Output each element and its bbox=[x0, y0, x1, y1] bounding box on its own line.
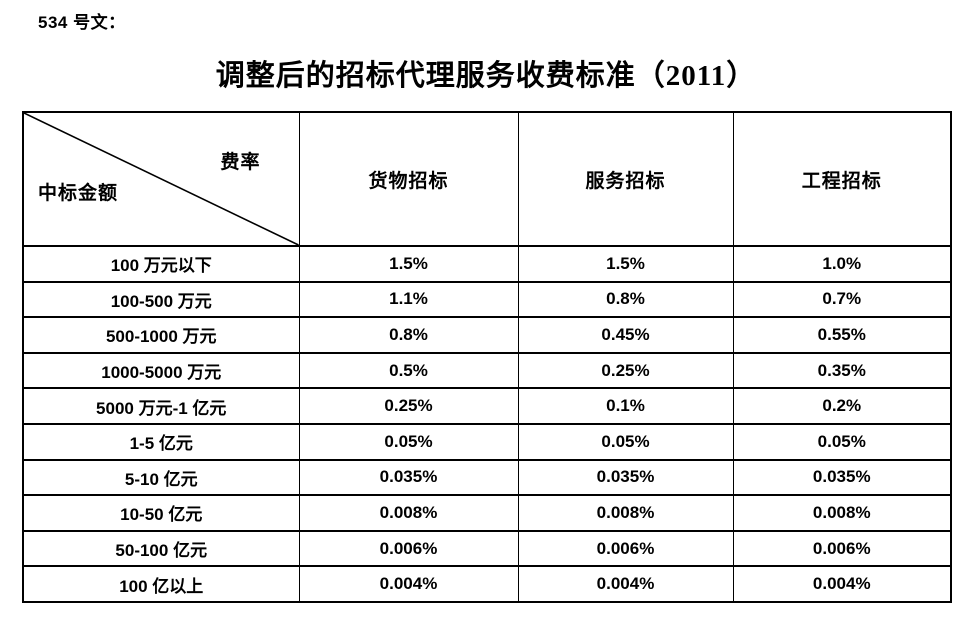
cell-value: 0.008% bbox=[517, 494, 734, 532]
cell-value: 0.008% bbox=[732, 494, 952, 532]
cell-value: 0.8% bbox=[517, 280, 734, 319]
row-label: 5000 万元-1 亿元 bbox=[22, 387, 300, 425]
page-title: 调整后的招标代理服务收费标准（2011） bbox=[215, 60, 757, 92]
cell-value: 1.1% bbox=[298, 280, 519, 319]
cell-value: 0.05% bbox=[298, 422, 519, 461]
column-header-engineering: 工程招标 bbox=[732, 111, 952, 247]
corner-label-bid-amount: 中标金额 bbox=[38, 183, 119, 204]
table-row: 100 亿以上 0.004% 0.004% 0.004% bbox=[22, 565, 952, 603]
cell-value: 0.035% bbox=[298, 458, 519, 497]
cell-value: 0.8% bbox=[298, 316, 519, 354]
row-label: 100-500 万元 bbox=[22, 280, 300, 319]
cell-value: 0.008% bbox=[298, 494, 519, 532]
row-label: 1000-5000 万元 bbox=[22, 351, 300, 390]
cell-value: 0.2% bbox=[732, 387, 952, 425]
row-label: 10-50 亿元 bbox=[22, 494, 300, 532]
table-row: 100 万元以下 1.5% 1.5% 1.0% bbox=[22, 245, 952, 283]
cell-value: 0.7% bbox=[732, 280, 952, 319]
table-row: 5-10 亿元 0.035% 0.035% 0.035% bbox=[22, 458, 952, 497]
table-row: 1-5 亿元 0.05% 0.05% 0.05% bbox=[22, 422, 952, 461]
diagonal-divider-line bbox=[24, 113, 299, 245]
cell-value: 0.004% bbox=[517, 565, 734, 603]
column-header-services: 服务招标 bbox=[517, 111, 734, 247]
row-label: 1-5 亿元 bbox=[22, 422, 300, 461]
table-row: 50-100 亿元 0.006% 0.006% 0.006% bbox=[22, 529, 952, 568]
row-label: 100 万元以下 bbox=[22, 245, 300, 283]
cell-value: 0.004% bbox=[298, 565, 519, 603]
table-header-row: 费率 中标金额 货物招标 服务招标 工程招标 bbox=[22, 111, 952, 247]
corner-label-fee-rate: 费率 bbox=[220, 152, 261, 173]
column-header-goods: 货物招标 bbox=[298, 111, 519, 247]
cell-value: 1.5% bbox=[298, 245, 519, 283]
cell-value: 0.006% bbox=[298, 529, 519, 568]
table-row: 100-500 万元 1.1% 0.8% 0.7% bbox=[22, 280, 952, 319]
cell-value: 1.0% bbox=[732, 245, 952, 283]
doc-number-label: 534 号文： bbox=[38, 13, 126, 32]
table-row: 10-50 亿元 0.008% 0.008% 0.008% bbox=[22, 494, 952, 532]
diagonal-header-cell: 费率 中标金额 bbox=[22, 111, 300, 247]
table-row: 500-1000 万元 0.8% 0.45% 0.55% bbox=[22, 316, 952, 354]
row-label: 5-10 亿元 bbox=[22, 458, 300, 497]
cell-value: 0.35% bbox=[732, 351, 952, 390]
table-row: 1000-5000 万元 0.5% 0.25% 0.35% bbox=[22, 351, 952, 390]
cell-value: 0.05% bbox=[732, 422, 952, 461]
row-label: 100 亿以上 bbox=[22, 565, 300, 603]
row-label: 50-100 亿元 bbox=[22, 529, 300, 568]
cell-value: 0.05% bbox=[517, 422, 734, 461]
fee-rate-table: 费率 中标金额 货物招标 服务招标 工程招标 100 万元以下 1.5% 1.5… bbox=[22, 111, 952, 603]
cell-value: 0.006% bbox=[517, 529, 734, 568]
cell-value: 0.5% bbox=[298, 351, 519, 390]
cell-value: 0.035% bbox=[517, 458, 734, 497]
cell-value: 0.55% bbox=[732, 316, 952, 354]
cell-value: 0.035% bbox=[732, 458, 952, 497]
row-label: 500-1000 万元 bbox=[22, 316, 300, 354]
cell-value: 1.5% bbox=[517, 245, 734, 283]
cell-value: 0.25% bbox=[298, 387, 519, 425]
cell-value: 0.006% bbox=[732, 529, 952, 568]
cell-value: 0.45% bbox=[517, 316, 734, 354]
cell-value: 0.1% bbox=[517, 387, 734, 425]
table-row: 5000 万元-1 亿元 0.25% 0.1% 0.2% bbox=[22, 387, 952, 425]
cell-value: 0.004% bbox=[732, 565, 952, 603]
cell-value: 0.25% bbox=[517, 351, 734, 390]
